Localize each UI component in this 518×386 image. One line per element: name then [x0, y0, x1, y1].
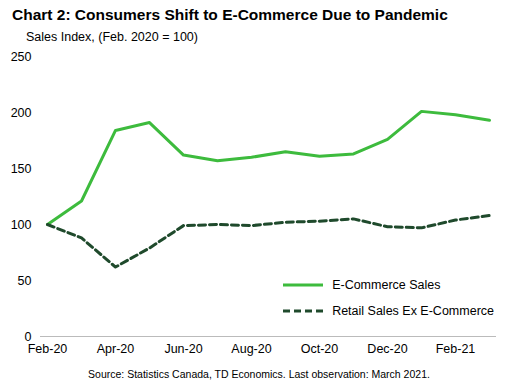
- svg-text:Jun-20: Jun-20: [164, 342, 202, 356]
- svg-text:0: 0: [24, 329, 32, 344]
- html-text:E-Commerce Sales: E-Commerce Sales: [332, 278, 441, 292]
- svg-text:250: 250: [11, 50, 32, 64]
- svg-text:200: 200: [11, 106, 32, 120]
- svg-text:Feb-20: Feb-20: [28, 342, 68, 356]
- html-text:Chart 2: Consumers Shift to E-: Chart 2: Consumers Shift to E-Commerce D…: [12, 6, 448, 23]
- svg-text:Dec-20: Dec-20: [367, 342, 407, 356]
- html-text:Retail Sales Ex E-Commerce: Retail Sales Ex E-Commerce: [332, 304, 494, 318]
- html-text:Source: Statistics Canada, TD: Source: Statistics Canada, TD Economics.…: [88, 368, 430, 380]
- svg-text:Feb-21: Feb-21: [436, 342, 476, 356]
- svg-text:50: 50: [18, 274, 32, 288]
- svg-text:Apr-20: Apr-20: [97, 342, 135, 356]
- svg-text:Aug-20: Aug-20: [231, 342, 271, 356]
- svg-text:100: 100: [11, 218, 32, 232]
- svg-text:Oct-20: Oct-20: [301, 342, 339, 356]
- html-text:Sales Index, (Feb. 2020 = 100): Sales Index, (Feb. 2020 = 100): [26, 30, 198, 44]
- svg-text:150: 150: [11, 162, 32, 176]
